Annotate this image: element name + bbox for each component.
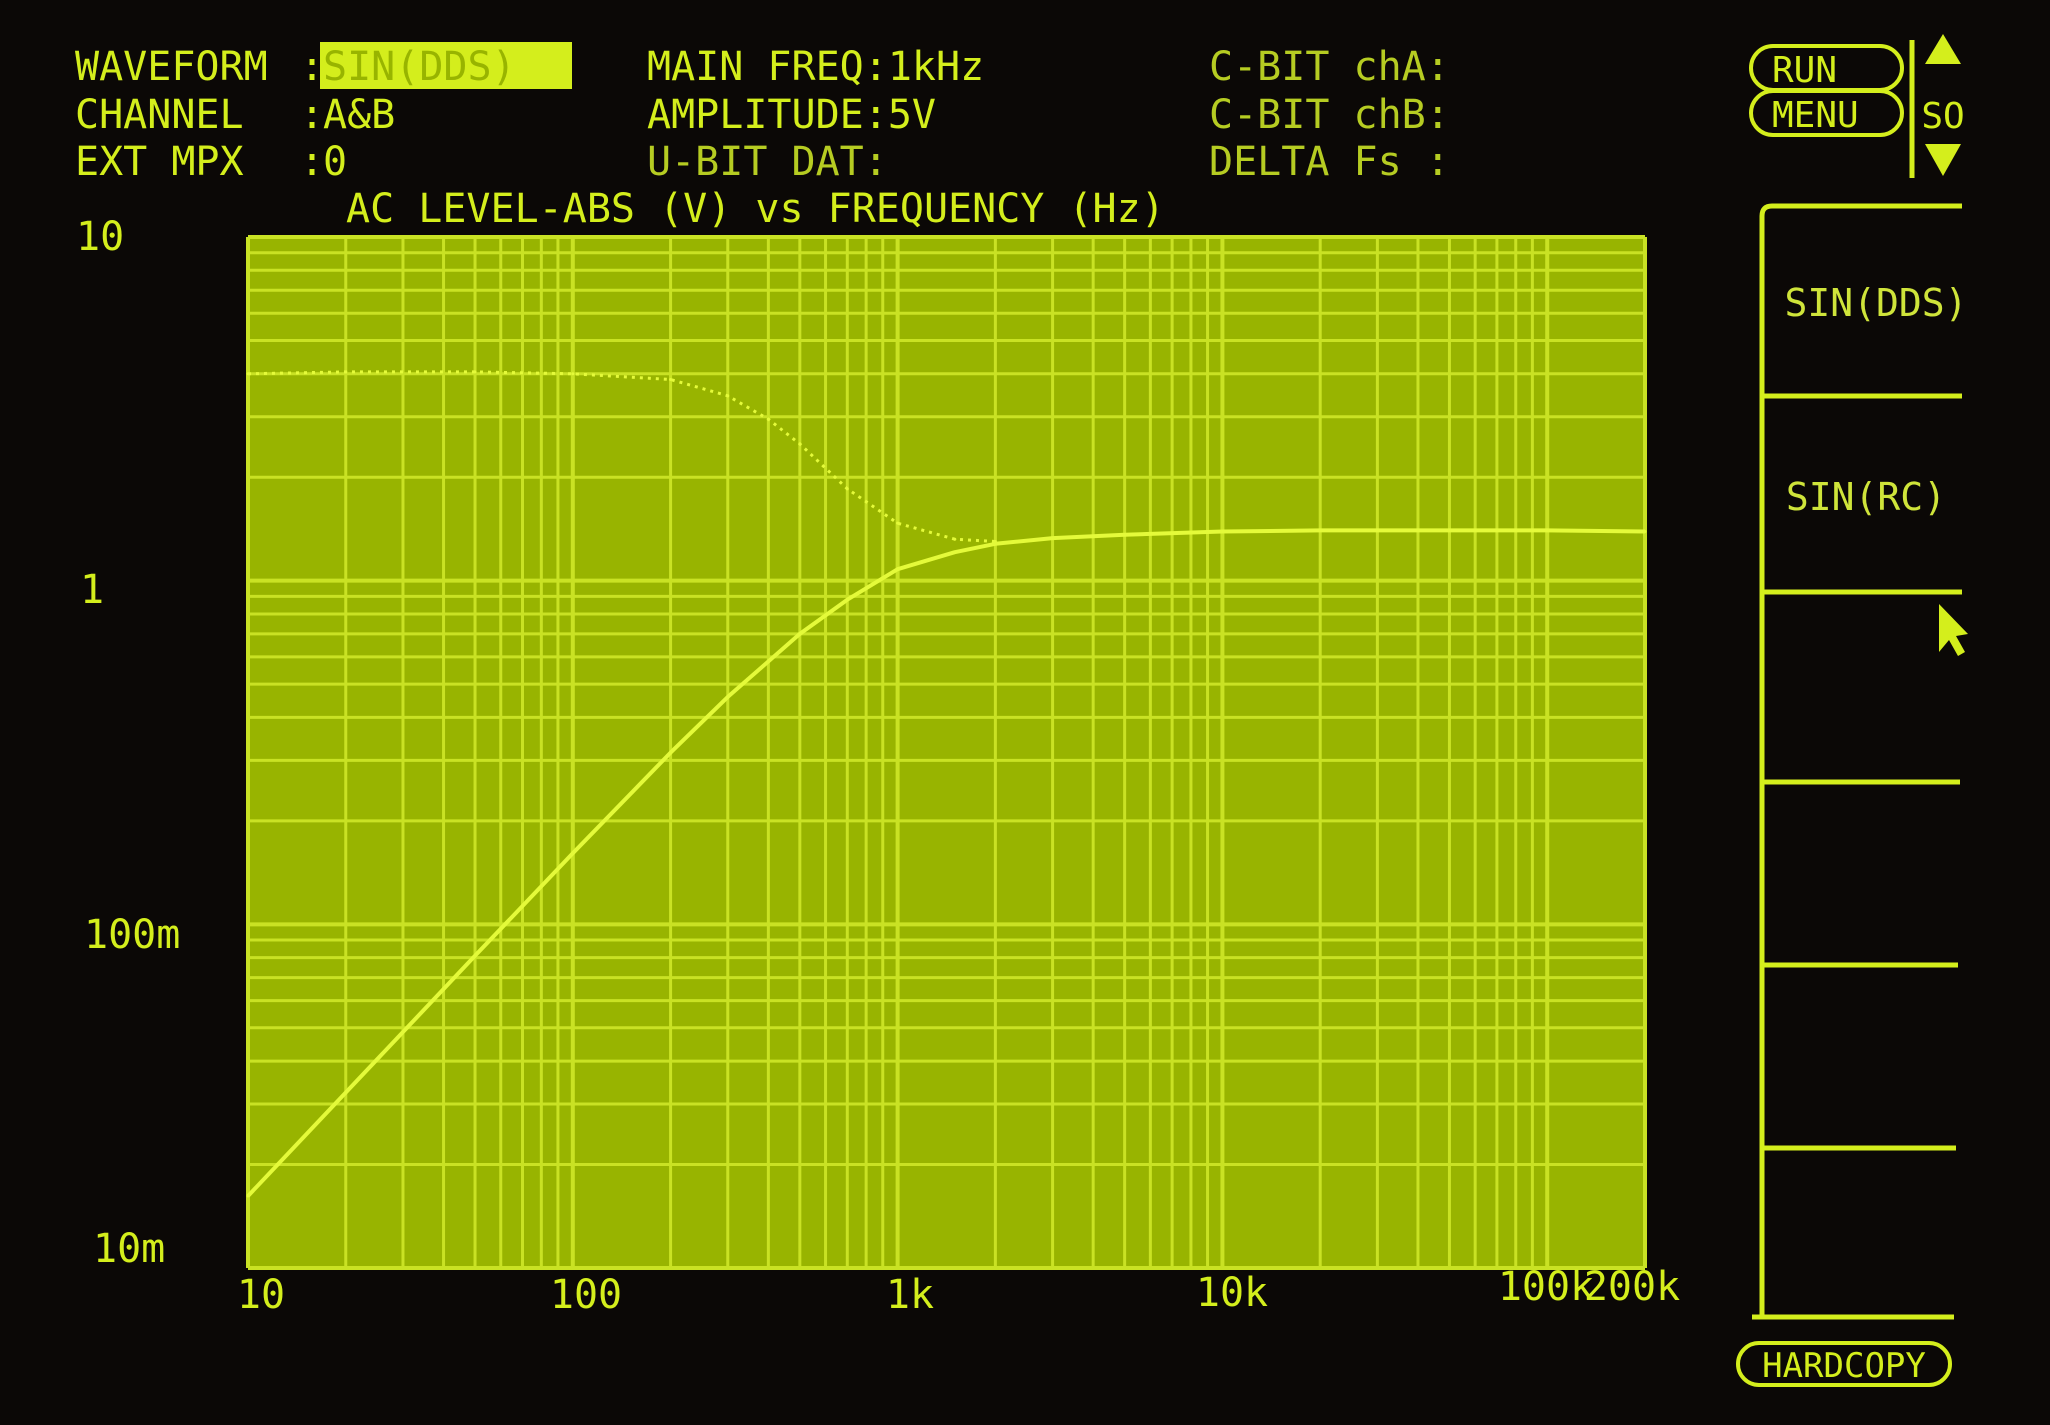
y-tick-label: 10m [93,1226,165,1272]
data-point [571,372,575,376]
waveform-sep: : [300,44,324,90]
data-point [1318,528,1322,532]
data-point [1545,528,1549,532]
chart-title: AC LEVEL-ABS (V) vs FREQUENCY (Hz) [346,186,1165,232]
data-point [953,537,957,541]
data-point [669,751,673,755]
plot-grid [246,235,1647,1270]
data-point [1447,528,1451,532]
y-tick-label: 1 [80,567,104,613]
series-line-2 [247,370,996,543]
x-tick-label: 100k [1498,1264,1594,1310]
data-point [1051,536,1055,540]
data-point [571,851,575,855]
data-point [1643,530,1647,534]
data-point [344,1091,348,1095]
hardcopy-button[interactable]: HARDCOPY [1736,1341,1952,1387]
data-point [798,632,802,636]
waveform-highlight [320,42,572,89]
ext-mpx-sep: : [300,139,324,185]
amplitude: AMPLITUDE:5V [647,92,936,138]
data-point [344,370,348,374]
menu-label[interactable]: MENU [1772,95,1859,136]
run-label[interactable]: RUN [1772,50,1837,91]
hardcopy-label[interactable]: HARDCOPY [1762,1346,1926,1386]
waveform-value[interactable]: SIN(DDS) [323,44,516,90]
data-point [473,370,477,374]
run-button[interactable]: RUN [1749,44,1904,92]
menu-button-frame[interactable] [1749,89,1904,137]
softkey-3[interactable] [1765,596,1960,780]
plot-traces [246,370,1647,1198]
softkey-label[interactable]: SIN(DDS) [1784,281,1967,325]
scroll-up-icon[interactable] [1925,34,1961,64]
softkey-frame [1759,203,1962,1317]
data-point [669,377,673,381]
data-point [993,542,997,546]
scroll-down-icon[interactable] [1925,144,1961,176]
channel-value: A&B [323,92,395,138]
scroll-label: SO [1921,96,1964,137]
data-point [726,394,730,398]
channel-sep: : [300,92,324,138]
x-tick-label: 200k [1584,1264,1680,1310]
plot-area [248,237,1645,1268]
data-point [953,550,957,554]
x-tick-labels: 10 100 1k 10k 100k 200k [237,1264,1680,1318]
data-point [1123,533,1127,537]
data-point [993,540,997,544]
c-bit-chb: C-BIT chB: [1209,92,1450,138]
x-tick-label: 10k [1196,1270,1268,1316]
status-header: WAVEFORM : SIN(DDS) CHANNEL : A&B EXT MP… [75,44,1450,185]
x-tick-label: 1k [886,1272,934,1318]
softkey-6[interactable] [1765,1152,1960,1315]
data-point [845,487,849,491]
x-tick-label: 10 [237,1272,285,1318]
channel-label: CHANNEL [75,92,244,138]
y-tick-label: 10 [76,214,124,260]
y-tick-labels: 10 1 100m 10m [76,214,180,1272]
c-bit-cha: C-BIT chA: [1209,44,1450,90]
data-point [246,1194,250,1198]
waveform-label: WAVEFORM [75,44,268,90]
data-point [1220,530,1224,534]
x-tick-label: 100 [550,1272,622,1318]
hardcopy-button-frame[interactable] [1736,1341,1952,1387]
data-point [726,695,730,699]
cursor-arrow-icon [1939,604,1968,656]
data-point [896,567,900,571]
series-line-1 [246,528,1646,1198]
softkey-4[interactable] [1765,786,1960,963]
softkey-panel: SIN(DDS) SIN(RC) [1752,203,1968,1320]
softkey-label[interactable]: SIN(RC) [1786,475,1946,519]
delta-fs: DELTA Fs : [1209,139,1450,185]
main-freq: MAIN FREQ:1kHz [647,44,984,90]
y-tick-label: 100m [84,912,180,958]
data-point [845,598,849,602]
softkey-5[interactable] [1765,969,1960,1146]
data-point [798,442,802,446]
ext-mpx-label: EXT MPX [75,139,244,185]
data-point [766,417,770,421]
data-point [246,372,250,376]
menu-button[interactable]: MENU [1749,89,1904,137]
data-point [896,521,900,525]
u-bit-dat: U-BIT DAT: [647,139,888,185]
ext-mpx-value: 0 [323,139,347,185]
data-point [473,954,477,958]
